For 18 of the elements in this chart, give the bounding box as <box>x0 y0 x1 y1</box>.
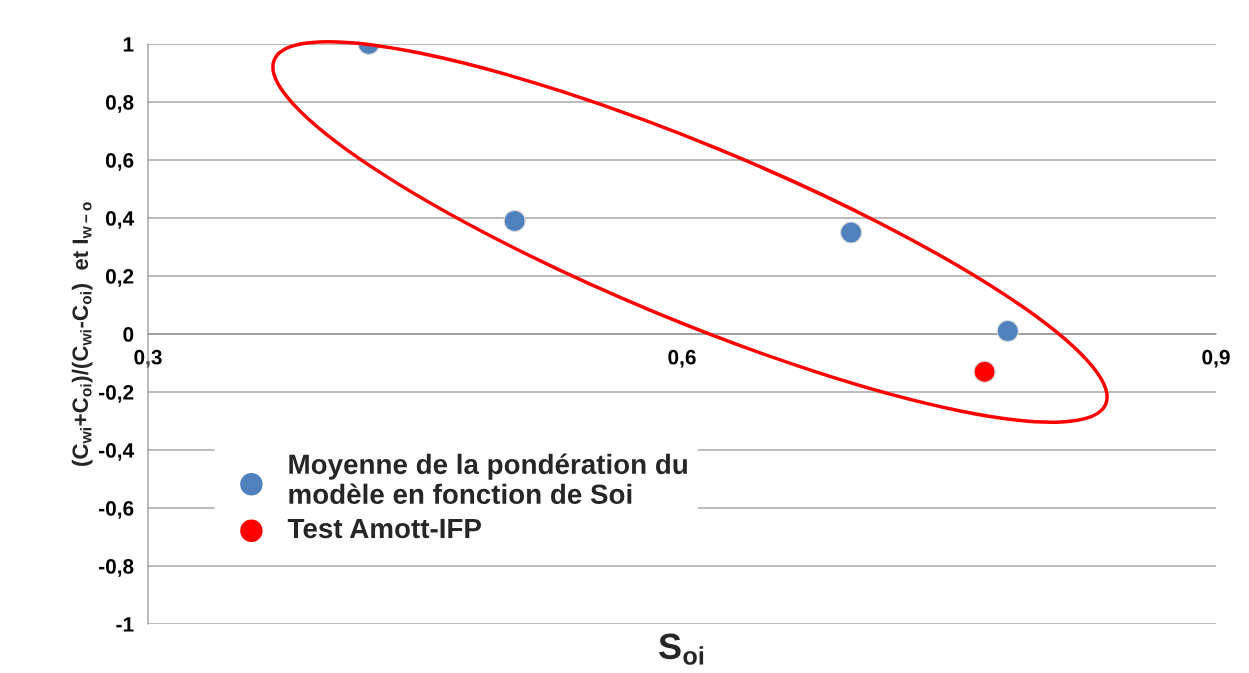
y-tick-label: 1 <box>123 37 134 52</box>
legend-label: Moyenne de la pondération du modèle en fonction de Soi <box>289 453 687 505</box>
y-tick-label: 0,4 <box>105 211 134 229</box>
y-tick-label: 0 <box>123 327 134 342</box>
y-tick-label: 0,2 <box>105 269 134 287</box>
y-tick-label: -0,8 <box>99 559 134 577</box>
legend-label: Test Amott-IFP <box>287 518 481 539</box>
x-tick-label: 0,3 <box>134 349 162 368</box>
x-tick-label: 0,9 <box>1202 349 1230 368</box>
y-tick-label: -1 <box>116 617 134 632</box>
y-tick-label: 0,6 <box>105 153 134 171</box>
x-tick-label: 0,6 <box>668 349 696 368</box>
y-tick-label: 0,8 <box>105 95 134 113</box>
y-tick-label: -0,6 <box>99 501 134 519</box>
text: (C$_{wi}$+C$_{oi}$)/(C$_{wi}$-C$_{oi}$) et I$_{w−o}$ <box>71 202 93 466</box>
x-axis-title: S$_{oi}$ <box>659 633 704 665</box>
y-tick-label: -0,2 <box>99 385 134 403</box>
y-tick-label: -0,4 <box>99 443 134 461</box>
